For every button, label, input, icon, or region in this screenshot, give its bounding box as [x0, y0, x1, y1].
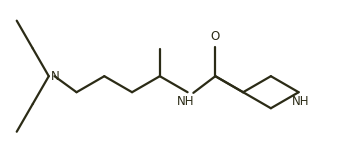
Text: NH: NH	[177, 95, 195, 108]
Text: NH: NH	[291, 95, 309, 108]
Text: N: N	[51, 70, 60, 83]
Text: O: O	[211, 29, 220, 43]
